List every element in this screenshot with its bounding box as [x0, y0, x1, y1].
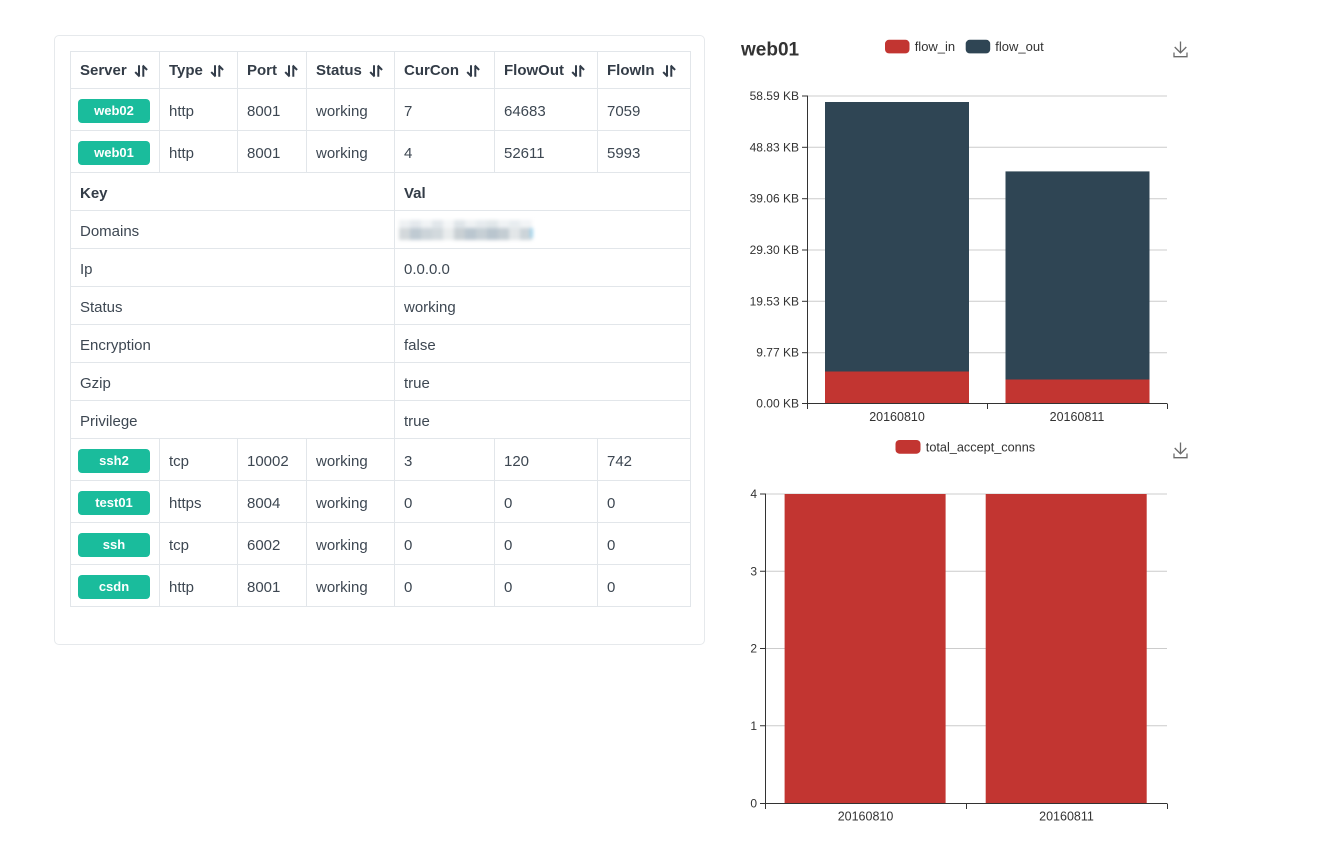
svg-text:0.00 KB: 0.00 KB [756, 397, 799, 411]
svg-text:20160810: 20160810 [869, 410, 925, 424]
svg-text:flow_out: flow_out [995, 39, 1044, 54]
svg-text:total_accept_conns: total_accept_conns [926, 440, 1035, 454]
svg-text:20160811: 20160811 [1039, 810, 1094, 824]
svg-text:1: 1 [750, 719, 757, 733]
svg-text:flow_in: flow_in [915, 39, 955, 54]
svg-text:4: 4 [750, 487, 757, 501]
svg-text:9.77 KB: 9.77 KB [756, 346, 799, 360]
svg-text:web01: web01 [740, 40, 800, 61]
svg-text:2: 2 [750, 642, 757, 656]
svg-text:3: 3 [750, 564, 757, 578]
svg-text:58.59 KB: 58.59 KB [750, 89, 799, 103]
svg-text:48.83 KB: 48.83 KB [750, 140, 799, 154]
svg-text:29.30 KB: 29.30 KB [750, 243, 799, 257]
svg-text:0: 0 [750, 797, 757, 811]
svg-text:39.06 KB: 39.06 KB [750, 192, 799, 206]
svg-text:19.53 KB: 19.53 KB [750, 294, 799, 308]
svg-text:20160810: 20160810 [838, 810, 894, 824]
svg-text:20160811: 20160811 [1050, 410, 1105, 424]
